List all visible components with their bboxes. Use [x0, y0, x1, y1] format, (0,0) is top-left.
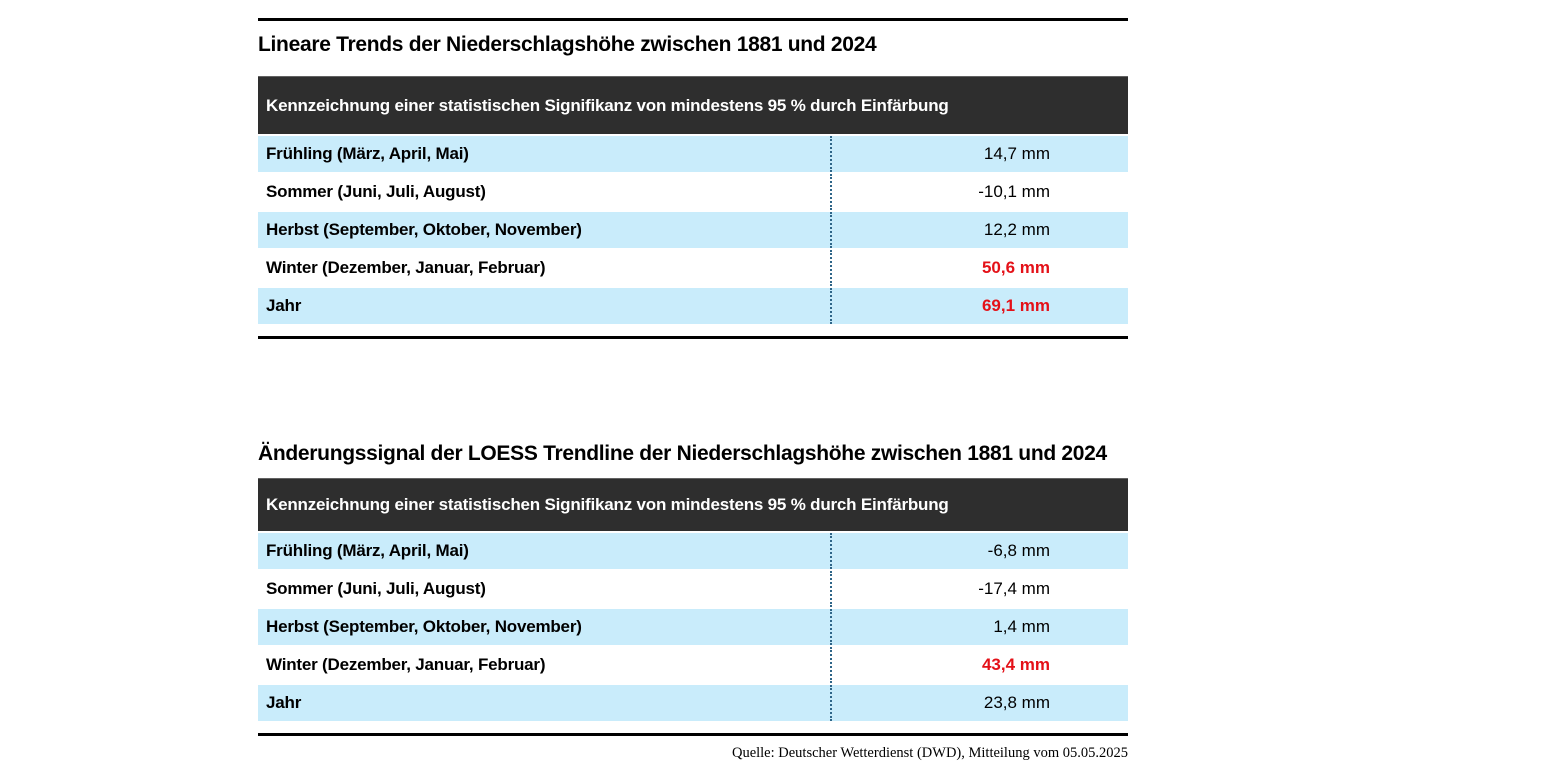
- row-season-label: Frühling (März, April, Mai): [266, 541, 469, 560]
- row-trend-value: -17,4 mm: [830, 571, 1128, 607]
- row-trend-value: 69,1 mm: [830, 288, 1128, 324]
- table-row: Winter (Dezember, Januar, Februar) 50,6 …: [258, 250, 1128, 288]
- row-trend-value: 43,4 mm: [830, 647, 1128, 683]
- significance-header: Kennzeichnung einer statistischen Signif…: [258, 76, 1128, 134]
- table-row: Frühling (März, April, Mai) 14,7 mm: [258, 136, 1128, 174]
- table-rows: Frühling (März, April, Mai) 14,7 mm Somm…: [258, 136, 1128, 326]
- row-season-label: Sommer (Juni, Juli, August): [266, 579, 486, 598]
- row-trend-value: 12,2 mm: [830, 212, 1128, 248]
- table-row: Frühling (März, April, Mai) -6,8 mm: [258, 533, 1128, 571]
- linear-trends-table: Lineare Trends der Niederschlagshöhe zwi…: [258, 18, 1128, 342]
- row-season-label: Herbst (September, Oktober, November): [266, 220, 582, 239]
- bottom-rule: [258, 336, 1128, 339]
- table-row: Jahr 23,8 mm: [258, 685, 1128, 723]
- table-title: Änderungssignal der LOESS Trendline der …: [258, 442, 1107, 465]
- significance-header: Kennzeichnung einer statistischen Signif…: [258, 478, 1128, 531]
- row-season-label: Jahr: [266, 296, 302, 315]
- row-trend-value: 14,7 mm: [830, 136, 1128, 172]
- row-season-label: Frühling (März, April, Mai): [266, 144, 469, 163]
- loess-change-signal-table: Änderungssignal der LOESS Trendline der …: [258, 440, 1128, 770]
- row-season-label: Jahr: [266, 693, 302, 712]
- table-title: Lineare Trends der Niederschlagshöhe zwi…: [258, 33, 877, 56]
- row-trend-value: 23,8 mm: [830, 685, 1128, 721]
- row-season-label: Herbst (September, Oktober, November): [266, 617, 582, 636]
- row-season-label: Sommer (Juni, Juli, August): [266, 182, 486, 201]
- table-row: Sommer (Juni, Juli, August) -17,4 mm: [258, 571, 1128, 609]
- table-row: Winter (Dezember, Januar, Februar) 43,4 …: [258, 647, 1128, 685]
- row-trend-value: -6,8 mm: [830, 533, 1128, 569]
- table-row: Jahr 69,1 mm: [258, 288, 1128, 326]
- source-attribution: Quelle: Deutscher Wetterdienst (DWD), Mi…: [731, 745, 1128, 761]
- row-trend-value: 1,4 mm: [830, 609, 1128, 645]
- bottom-rule: [258, 733, 1128, 736]
- row-trend-value: 50,6 mm: [830, 250, 1128, 286]
- table-row: Herbst (September, Oktober, November) 12…: [258, 212, 1128, 250]
- row-season-label: Winter (Dezember, Januar, Februar): [266, 655, 546, 674]
- table-rows: Frühling (März, April, Mai) -6,8 mm Somm…: [258, 533, 1128, 723]
- table-row: Herbst (September, Oktober, November) 1,…: [258, 609, 1128, 647]
- row-season-label: Winter (Dezember, Januar, Februar): [266, 258, 546, 277]
- row-trend-value: -10,1 mm: [830, 174, 1128, 210]
- table-row: Sommer (Juni, Juli, August) -10,1 mm: [258, 174, 1128, 212]
- top-rule: [258, 18, 1128, 21]
